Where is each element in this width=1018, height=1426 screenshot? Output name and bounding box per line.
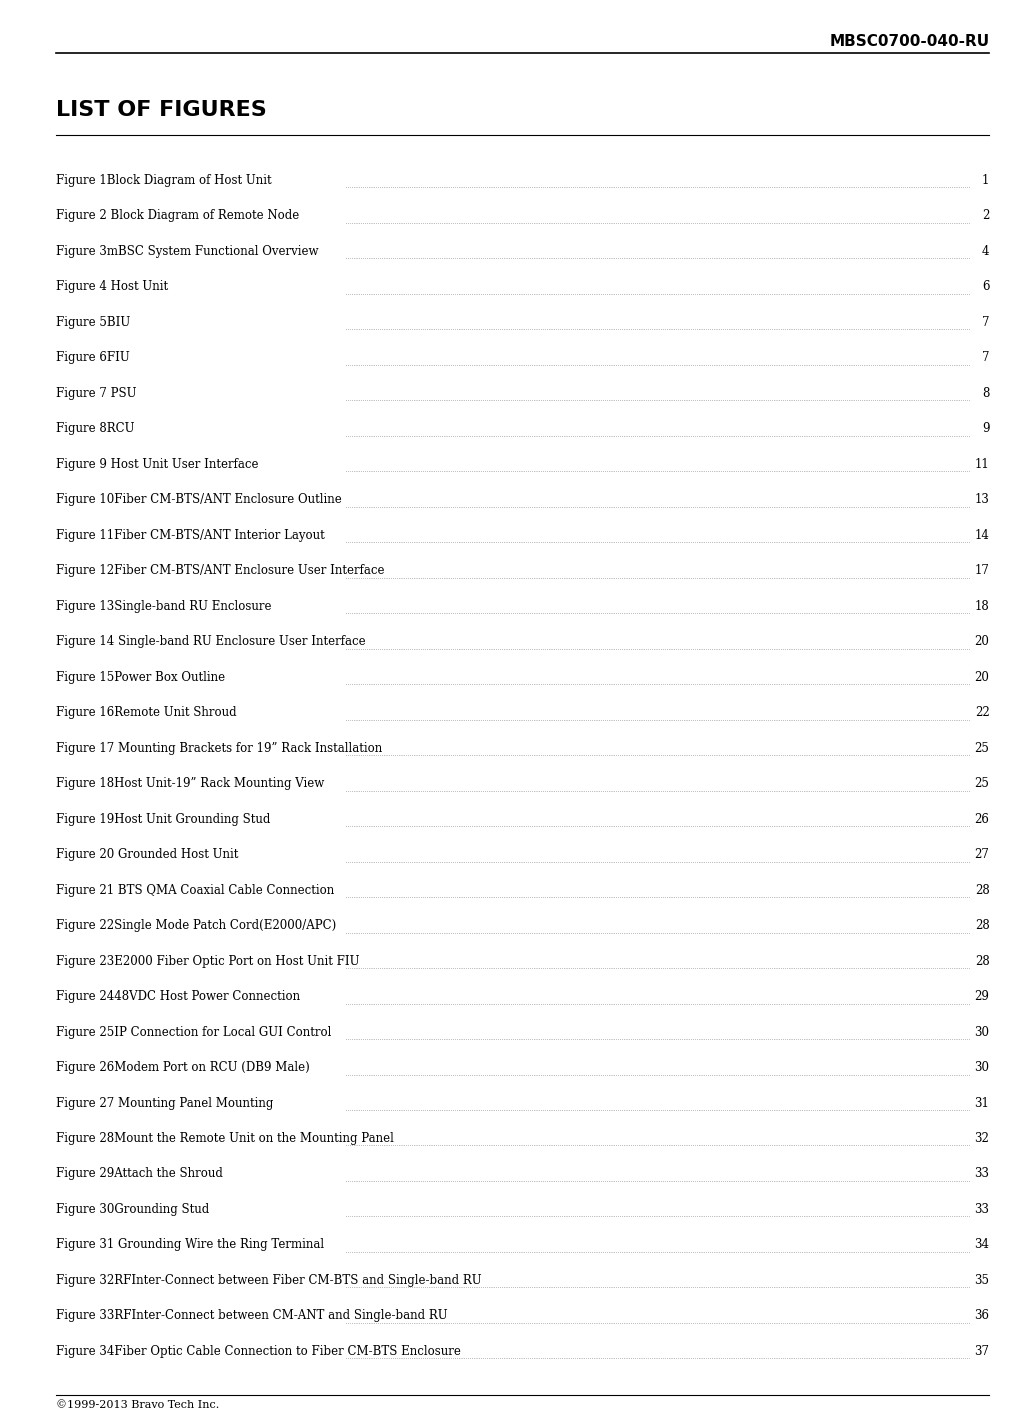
Text: 33: 33 bbox=[974, 1204, 989, 1216]
Text: Figure 30Grounding Stud: Figure 30Grounding Stud bbox=[56, 1204, 210, 1216]
Text: Figure 20 Grounded Host Unit: Figure 20 Grounded Host Unit bbox=[56, 848, 238, 861]
Text: Figure 2448VDC Host Power Connection: Figure 2448VDC Host Power Connection bbox=[56, 990, 300, 1002]
Text: 11: 11 bbox=[975, 458, 989, 471]
Text: 7: 7 bbox=[982, 317, 989, 329]
Text: 14: 14 bbox=[974, 529, 989, 542]
Text: 9: 9 bbox=[982, 422, 989, 435]
Text: Figure 8RCU: Figure 8RCU bbox=[56, 422, 134, 435]
Text: Figure 31 Grounding Wire the Ring Terminal: Figure 31 Grounding Wire the Ring Termin… bbox=[56, 1238, 324, 1252]
Text: Figure 29Attach the Shroud: Figure 29Attach the Shroud bbox=[56, 1168, 223, 1181]
Text: Figure 10Fiber CM-BTS/ANT Enclosure Outline: Figure 10Fiber CM-BTS/ANT Enclosure Outl… bbox=[56, 493, 342, 506]
Text: 37: 37 bbox=[974, 1345, 989, 1358]
Text: Figure 33RFInter-Connect between CM-ANT and Single-band RU: Figure 33RFInter-Connect between CM-ANT … bbox=[56, 1309, 448, 1322]
Text: Figure 5BIU: Figure 5BIU bbox=[56, 317, 130, 329]
Text: 27: 27 bbox=[974, 848, 989, 861]
Text: 7: 7 bbox=[982, 351, 989, 365]
Text: 8: 8 bbox=[982, 386, 989, 399]
Text: 34: 34 bbox=[974, 1238, 989, 1252]
Text: Figure 23E2000 Fiber Optic Port on Host Unit FIU: Figure 23E2000 Fiber Optic Port on Host … bbox=[56, 954, 359, 968]
Text: Figure 4 Host Unit: Figure 4 Host Unit bbox=[56, 281, 168, 294]
Text: 18: 18 bbox=[975, 600, 989, 613]
Text: 25: 25 bbox=[974, 777, 989, 790]
Text: Figure 26Modem Port on RCU (DB9 Male): Figure 26Modem Port on RCU (DB9 Male) bbox=[56, 1061, 309, 1074]
Text: 28: 28 bbox=[975, 884, 989, 897]
Text: 20: 20 bbox=[974, 635, 989, 649]
Text: 36: 36 bbox=[974, 1309, 989, 1322]
Text: Figure 16Remote Unit Shroud: Figure 16Remote Unit Shroud bbox=[56, 706, 236, 719]
Text: Figure 3mBSC System Functional Overview: Figure 3mBSC System Functional Overview bbox=[56, 245, 319, 258]
Text: 30: 30 bbox=[974, 1061, 989, 1074]
Text: Figure 28Mount the Remote Unit on the Mounting Panel: Figure 28Mount the Remote Unit on the Mo… bbox=[56, 1132, 394, 1145]
Text: 28: 28 bbox=[975, 954, 989, 968]
Text: 1: 1 bbox=[982, 174, 989, 187]
Text: Figure 17 Mounting Brackets for 19” Rack Installation: Figure 17 Mounting Brackets for 19” Rack… bbox=[56, 742, 382, 754]
Text: 30: 30 bbox=[974, 1025, 989, 1038]
Text: Figure 21 BTS QMA Coaxial Cable Connection: Figure 21 BTS QMA Coaxial Cable Connecti… bbox=[56, 884, 334, 897]
Text: Figure 18Host Unit-19” Rack Mounting View: Figure 18Host Unit-19” Rack Mounting Vie… bbox=[56, 777, 325, 790]
Text: Figure 27 Mounting Panel Mounting: Figure 27 Mounting Panel Mounting bbox=[56, 1097, 274, 1109]
Text: 4: 4 bbox=[982, 245, 989, 258]
Text: Figure 11Fiber CM-BTS/ANT Interior Layout: Figure 11Fiber CM-BTS/ANT Interior Layou… bbox=[56, 529, 325, 542]
Text: 20: 20 bbox=[974, 670, 989, 683]
Text: Figure 14 Single-band RU Enclosure User Interface: Figure 14 Single-band RU Enclosure User … bbox=[56, 635, 365, 649]
Text: Figure 9 Host Unit User Interface: Figure 9 Host Unit User Interface bbox=[56, 458, 259, 471]
Text: Figure 32RFInter-Connect between Fiber CM-BTS and Single-band RU: Figure 32RFInter-Connect between Fiber C… bbox=[56, 1273, 482, 1286]
Text: Figure 12Fiber CM-BTS/ANT Enclosure User Interface: Figure 12Fiber CM-BTS/ANT Enclosure User… bbox=[56, 565, 385, 578]
Text: 29: 29 bbox=[974, 990, 989, 1002]
Text: 33: 33 bbox=[974, 1168, 989, 1181]
Text: Figure 34Fiber Optic Cable Connection to Fiber CM-BTS Enclosure: Figure 34Fiber Optic Cable Connection to… bbox=[56, 1345, 461, 1358]
Text: Figure 13Single-band RU Enclosure: Figure 13Single-band RU Enclosure bbox=[56, 600, 272, 613]
Text: Figure 1Block Diagram of Host Unit: Figure 1Block Diagram of Host Unit bbox=[56, 174, 272, 187]
Text: Figure 15Power Box Outline: Figure 15Power Box Outline bbox=[56, 670, 225, 683]
Text: 35: 35 bbox=[974, 1273, 989, 1286]
Text: Figure 6FIU: Figure 6FIU bbox=[56, 351, 129, 365]
Text: MBSC0700-040-RU: MBSC0700-040-RU bbox=[830, 34, 989, 50]
Text: 28: 28 bbox=[975, 920, 989, 933]
Text: 2: 2 bbox=[982, 210, 989, 222]
Text: 22: 22 bbox=[975, 706, 989, 719]
Text: 26: 26 bbox=[974, 813, 989, 826]
Text: Figure 2 Block Diagram of Remote Node: Figure 2 Block Diagram of Remote Node bbox=[56, 210, 299, 222]
Text: Figure 19Host Unit Grounding Stud: Figure 19Host Unit Grounding Stud bbox=[56, 813, 271, 826]
Text: 25: 25 bbox=[974, 742, 989, 754]
Text: Figure 25IP Connection for Local GUI Control: Figure 25IP Connection for Local GUI Con… bbox=[56, 1025, 332, 1038]
Text: Figure 22Single Mode Patch Cord(E2000/APC): Figure 22Single Mode Patch Cord(E2000/AP… bbox=[56, 920, 336, 933]
Text: 17: 17 bbox=[974, 565, 989, 578]
Text: 32: 32 bbox=[974, 1132, 989, 1145]
Text: 31: 31 bbox=[974, 1097, 989, 1109]
Text: LIST OF FIGURES: LIST OF FIGURES bbox=[56, 100, 267, 120]
Text: Figure 7 PSU: Figure 7 PSU bbox=[56, 386, 136, 399]
Text: 6: 6 bbox=[982, 281, 989, 294]
Text: 13: 13 bbox=[974, 493, 989, 506]
Text: ©1999-2013 Bravo Tech Inc.: ©1999-2013 Bravo Tech Inc. bbox=[56, 1400, 219, 1410]
